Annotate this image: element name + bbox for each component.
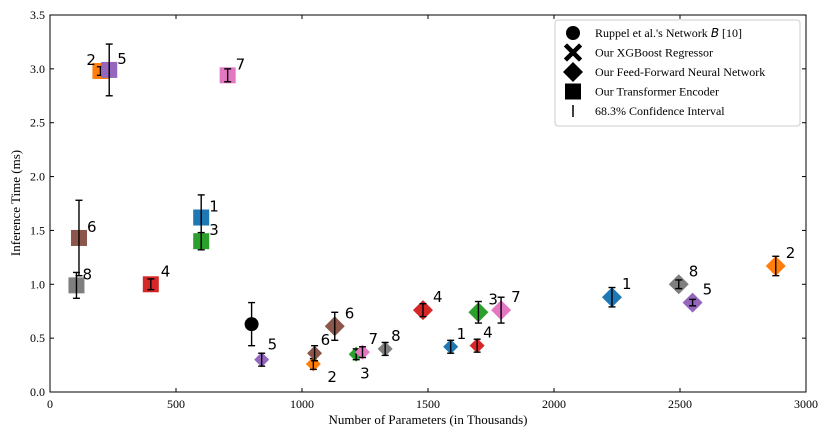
errorbar <box>105 43 113 97</box>
point-label: 5 <box>703 281 713 299</box>
legend-label: Our Feed-Forward Neural Network <box>595 65 765 79</box>
point-label: 2 <box>786 244 796 262</box>
x-tick-label: 1000 <box>290 397 314 411</box>
series-diamond-small: 1 2 3 4 5 6 7 8 <box>254 324 493 386</box>
point-label: 4 <box>161 262 171 280</box>
point-label: 6 <box>321 331 331 349</box>
legend-entry: Our XGBoost Regressor <box>563 43 713 62</box>
point-label: 1 <box>622 275 632 293</box>
x-tick-label: 2500 <box>668 397 692 411</box>
errorbar <box>224 68 232 83</box>
y-tick-label: 1.5 <box>30 223 45 237</box>
errorbar <box>689 298 697 307</box>
legend: Ruppel et al.'s Network B [10] Our XGBoos… <box>554 19 801 127</box>
errorbar <box>419 302 427 318</box>
legend-entry: Our Transformer Encoder <box>565 83 719 100</box>
point-label: 8 <box>82 265 92 283</box>
axes: 0 500 1000 1500 2000 2500 3000 0.0 0.5 1.0 1.5 2.0 2… <box>30 8 818 411</box>
legend-entry: 68.3% Confidence Interval <box>572 104 725 118</box>
series-diamond: 1 2 3 4 5 6 7 8 <box>324 244 796 341</box>
errorbar <box>447 339 455 354</box>
point-label: 5 <box>268 336 278 354</box>
y-tick-label: 2.0 <box>30 170 45 184</box>
legend-label: Our XGBoost Regressor <box>595 46 713 60</box>
legend-label: 68.3% Confidence Interval <box>595 104 725 118</box>
legend-entry: Our Feed-Forward Neural Network <box>563 62 765 82</box>
y-tick-label: 3.0 <box>30 62 45 76</box>
errorbar <box>258 352 266 367</box>
legend-entry: Ruppel et al.'s Network B [10] <box>566 26 742 40</box>
point-label: 5 <box>117 50 127 68</box>
point-label: 2 <box>86 51 96 69</box>
y-axis-label: Inference Time (ms) <box>8 150 23 256</box>
point-label: 6 <box>87 218 97 236</box>
errorbar <box>381 341 389 357</box>
legend-label: Our Transformer Encoder <box>595 85 719 99</box>
errorbar <box>608 286 616 308</box>
errorbar <box>473 338 481 353</box>
point-label: 8 <box>689 262 699 280</box>
x-tick-label: 3000 <box>794 397 818 411</box>
point-label: 3 <box>209 221 219 239</box>
point-label: 6 <box>345 304 355 322</box>
x-axis-label: Number of Parameters (in Thousands) <box>328 412 527 427</box>
y-tick-label: 0.0 <box>30 385 45 399</box>
point-label: 1 <box>209 198 219 216</box>
legend-circle-icon <box>566 26 580 40</box>
x-tick-label: 0 <box>47 397 53 411</box>
y-tick-label: 3.5 <box>30 8 45 22</box>
point-label: 3 <box>360 364 370 382</box>
errorbar <box>772 255 780 277</box>
legend-label: Ruppel et al.'s Network B [10] <box>595 26 742 40</box>
x-tick-label: 500 <box>167 397 185 411</box>
point-label: 4 <box>433 288 443 306</box>
errorbar <box>311 344 319 362</box>
point-label: 3 <box>488 290 498 308</box>
series-circle <box>244 301 259 347</box>
errorbar <box>675 279 683 290</box>
point-label: 2 <box>327 368 337 386</box>
y-tick-label: 0.5 <box>30 331 45 345</box>
point-label: 1 <box>457 325 467 343</box>
legend-diamond-icon <box>563 62 583 82</box>
x-tick-label: 1500 <box>416 397 440 411</box>
point-label: 7 <box>511 288 521 306</box>
errorbar <box>497 296 505 324</box>
x-tick-label: 2000 <box>542 397 566 411</box>
errorbar <box>147 278 155 291</box>
y-tick-label: 1.0 <box>30 277 45 291</box>
legend-box <box>554 19 801 127</box>
point-label: 7 <box>368 330 378 348</box>
series-square: 1 2 3 4 5 6 7 8 <box>68 43 246 299</box>
errorbar <box>72 271 80 299</box>
errorbar <box>248 301 256 347</box>
errorbar <box>197 231 205 251</box>
point-label: 7 <box>236 55 246 73</box>
errorbar <box>331 311 339 341</box>
y-tick-label: 2.5 <box>30 116 45 130</box>
point-label: 4 <box>483 324 493 342</box>
point-label: 8 <box>391 327 401 345</box>
errorbar <box>474 300 482 324</box>
legend-x-icon <box>563 43 583 62</box>
errorbar <box>358 346 366 359</box>
legend-square-icon <box>565 83 581 100</box>
